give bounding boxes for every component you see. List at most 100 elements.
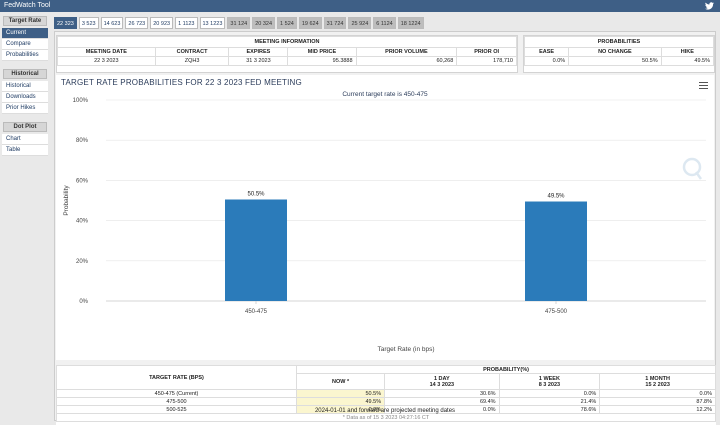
mid-price-value: 95.3888 bbox=[287, 56, 357, 66]
twitter-icon[interactable] bbox=[705, 2, 714, 10]
y-axis-label: Probability bbox=[63, 185, 70, 216]
chart-plot-area: 0% 20% 40% 60% 80% 100% 50.5% 450-475 49.5% 475-5… bbox=[63, 98, 706, 353]
meeting-tabs: 22 323 3 523 14 623 26 723 20 923 1 1123… bbox=[54, 17, 424, 29]
col-contract: CONTRACT bbox=[154, 47, 230, 57]
bar-value-label: 49.5% bbox=[547, 194, 565, 200]
sidebar-header-historical: Historical bbox=[3, 69, 47, 79]
col-now: NOW * bbox=[295, 373, 386, 390]
meeting-tab[interactable]: 31 724 bbox=[323, 17, 347, 29]
ease-value: 0.0% bbox=[523, 56, 570, 66]
hike-value: 49.5% bbox=[660, 56, 715, 66]
meeting-tab[interactable]: 26 723 bbox=[125, 17, 149, 29]
cell-1-day: 30.6% bbox=[384, 389, 500, 398]
sidebar-item-probabilities[interactable]: Probabilities bbox=[2, 50, 48, 61]
col-1-month: 1 MONTH 15 2 2023 bbox=[599, 373, 716, 390]
x-tick-label: 450-475 bbox=[245, 309, 268, 315]
no-change-value: 50.5% bbox=[568, 56, 662, 66]
col-mid-price: MID PRICE bbox=[287, 47, 357, 57]
meeting-tab[interactable]: 3 523 bbox=[78, 17, 99, 29]
sidebar-item-prior-hikes[interactable]: Prior Hikes bbox=[2, 103, 48, 114]
sidebar-item-chart[interactable]: Chart bbox=[2, 134, 48, 145]
y-tick-label: 60% bbox=[76, 178, 89, 184]
probability-table: TARGET RATE (BPS) PROBABILITY(%) NOW * 1… bbox=[56, 365, 716, 422]
bar bbox=[525, 201, 587, 301]
cell-1-month: 0.0% bbox=[599, 389, 716, 398]
meeting-information-panel: MEETING INFORMATION MEETING DATE CONTRAC… bbox=[56, 35, 518, 73]
x-axis-label: Target Rate (in bps) bbox=[377, 346, 434, 353]
sidebar-header-target-rate: Target Rate bbox=[3, 16, 47, 26]
table-row: 22 3 2023 ZQH3 31 3 2023 95.3888 60,268 … bbox=[57, 56, 517, 66]
cell-1-week: 0.0% bbox=[498, 389, 601, 398]
meeting-tab[interactable]: 14 623 bbox=[100, 17, 124, 29]
col-prior-oi: PRIOR OI bbox=[456, 47, 517, 57]
sidebar-item-current[interactable]: Current bbox=[2, 28, 48, 39]
prior-volume-value: 60,268 bbox=[355, 56, 458, 66]
projected-dates-note: 2024-01-01 and forward are projected mee… bbox=[314, 408, 456, 414]
meeting-tab[interactable]: 25 924 bbox=[348, 17, 372, 29]
probabilities-table: PROBABILITIES EASE NO CHANGE HIKE 0.0% 5… bbox=[523, 36, 715, 66]
meeting-tab[interactable]: 20 324 bbox=[252, 17, 276, 29]
rate-label: 450-475 (Current) bbox=[56, 389, 297, 398]
sidebar: Target Rate Current Compare Probabilitie… bbox=[0, 14, 50, 425]
y-tick-label: 100% bbox=[73, 98, 89, 104]
sidebar-item-downloads[interactable]: Downloads bbox=[2, 92, 48, 103]
col-prior-volume: PRIOR VOLUME bbox=[355, 47, 458, 57]
cell-1-day: 69.4% bbox=[384, 397, 500, 406]
meeting-tab[interactable]: 20 923 bbox=[150, 17, 174, 29]
col-1-day: 1 DAY 14 3 2023 bbox=[384, 373, 500, 390]
col-target-rate: TARGET RATE (BPS) bbox=[56, 365, 297, 390]
table-row: 450-475 (Current) 50.5% 30.6% 0.0% 0.0% bbox=[56, 389, 716, 398]
table-row: 0.0% 50.5% 49.5% bbox=[523, 56, 715, 66]
meeting-tab[interactable]: 18 1224 bbox=[397, 17, 424, 29]
cell-1-month: 87.8% bbox=[599, 397, 716, 406]
contract-value: ZQH3 bbox=[154, 56, 230, 66]
main-content: MEETING INFORMATION MEETING DATE CONTRAC… bbox=[54, 31, 716, 425]
col-meeting-date: MEETING DATE bbox=[57, 47, 156, 57]
col-1-week: 1 WEEK 8 3 2023 bbox=[498, 373, 601, 390]
y-tick-label: 0% bbox=[79, 299, 88, 305]
meeting-tab[interactable]: 22 323 bbox=[54, 17, 77, 29]
meeting-tab[interactable]: 31 124 bbox=[227, 17, 251, 29]
probability-group-header: PROBABILITY(%) bbox=[296, 365, 716, 374]
meeting-information-title: MEETING INFORMATION bbox=[57, 36, 517, 48]
bar bbox=[225, 199, 287, 301]
y-tick-label: 80% bbox=[76, 138, 89, 144]
prior-oi-value: 178,710 bbox=[456, 56, 517, 66]
probability-table-panel: TARGET RATE (BPS) PROBABILITY(%) NOW * 1… bbox=[56, 365, 716, 425]
sidebar-item-table[interactable]: Table bbox=[2, 145, 48, 156]
meeting-information-table: MEETING INFORMATION MEETING DATE CONTRAC… bbox=[57, 36, 517, 66]
probability-chart: TARGET RATE PROBABILITIES FOR 22 3 2023 … bbox=[56, 75, 714, 360]
sidebar-item-historical[interactable]: Historical bbox=[2, 81, 48, 92]
rate-label: 475-500 bbox=[56, 397, 297, 406]
app-title: FedWatch Tool bbox=[4, 2, 51, 9]
cme-logo-icon bbox=[682, 157, 703, 180]
hamburger-menu-icon[interactable] bbox=[699, 82, 708, 89]
cell-now: 49.5% bbox=[295, 397, 386, 406]
col-ease: EASE bbox=[523, 47, 570, 57]
data-timestamp-note: * Data as of 15 3 2023 04:27:16 CT bbox=[56, 413, 716, 422]
probabilities-title: PROBABILITIES bbox=[524, 36, 714, 48]
bar-value-label: 50.5% bbox=[247, 191, 265, 197]
chart-title: TARGET RATE PROBABILITIES FOR 22 3 2023 … bbox=[61, 78, 302, 87]
x-tick-label: 475-500 bbox=[545, 309, 568, 315]
y-tick-label: 40% bbox=[76, 219, 89, 225]
meeting-tab[interactable]: 6 1124 bbox=[373, 17, 396, 29]
meeting-tab[interactable]: 1 524 bbox=[277, 17, 297, 29]
sidebar-item-compare[interactable]: Compare bbox=[2, 39, 48, 50]
col-expires: EXPIRES bbox=[228, 47, 289, 57]
sidebar-header-dot-plot: Dot Plot bbox=[3, 122, 47, 132]
meeting-tab[interactable]: 19 624 bbox=[298, 17, 322, 29]
table-row: 475-500 49.5% 69.4% 21.4% 87.8% bbox=[56, 397, 716, 406]
meeting-tab[interactable]: 1 1123 bbox=[175, 17, 198, 29]
col-no-change: NO CHANGE bbox=[568, 47, 662, 57]
expires-value: 31 3 2023 bbox=[228, 56, 289, 66]
meeting-date-value: 22 3 2023 bbox=[57, 56, 156, 66]
chart-subtitle: Current target rate is 450-475 bbox=[342, 91, 428, 98]
y-tick-label: 20% bbox=[76, 259, 89, 265]
probabilities-panel: PROBABILITIES EASE NO CHANGE HIKE 0.0% 5… bbox=[523, 35, 715, 73]
title-bar: FedWatch Tool bbox=[0, 0, 720, 12]
cell-now: 50.5% bbox=[295, 389, 386, 398]
col-hike: HIKE bbox=[660, 47, 715, 57]
cell-1-week: 21.4% bbox=[498, 397, 601, 406]
meeting-tab[interactable]: 13 1223 bbox=[199, 17, 226, 29]
